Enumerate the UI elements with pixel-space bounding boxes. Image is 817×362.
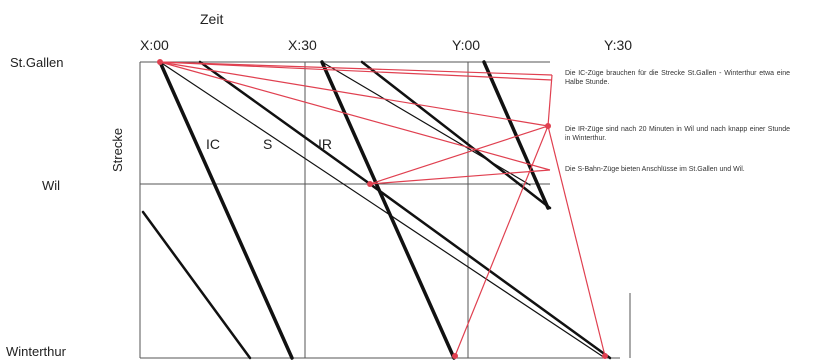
annotation-leaders: [159, 61, 606, 357]
station-label-wil: Wil: [42, 178, 60, 193]
annotation-leader: [159, 61, 551, 171]
ic-train-path: [320, 60, 456, 360]
train-label-s: S: [263, 136, 272, 152]
s-train-path: [360, 60, 552, 210]
annotation-markers: [157, 59, 608, 359]
marker-dot: [452, 353, 458, 359]
time-tick-label: Y:00: [452, 37, 480, 53]
ir-train-path: [159, 61, 606, 359]
annotation-leader: [547, 74, 553, 127]
station-label-st-gallen: St.Gallen: [10, 55, 63, 70]
ir-train-path: [321, 61, 531, 186]
note-ir: Die IR-Züge sind nach 20 Minuten in Wil …: [565, 126, 790, 142]
s-train-path: [198, 60, 372, 186]
time-tick-label: X:00: [140, 37, 169, 53]
y-axis-title: Strecke: [110, 128, 125, 172]
annotation-leader: [159, 61, 549, 127]
time-tick-label: Y:30: [604, 37, 632, 53]
annotation-leader: [369, 125, 549, 185]
train-label-ir: IR: [318, 136, 332, 152]
annotation-leader: [159, 61, 553, 76]
marker-dot: [602, 353, 608, 359]
ic-train-path: [158, 60, 294, 360]
annotation-leader: [369, 169, 551, 185]
marker-dot: [157, 59, 163, 65]
x-axis-title: Zeit: [200, 11, 223, 27]
station-label-winterthur: Winterthur: [6, 344, 67, 359]
note-ic: Die IC-Züge brauchen für die Strecke St.…: [565, 70, 790, 86]
annotation-leader: [454, 125, 549, 357]
marker-dot: [545, 123, 551, 129]
annotation-leader: [547, 125, 606, 357]
grid: [139, 61, 631, 359]
ic-train-path: [482, 60, 550, 210]
annotation-leader: [159, 61, 553, 81]
train-paths: [141, 60, 612, 360]
time-tick-label: X:30: [288, 37, 317, 53]
s-train-path: [141, 210, 252, 360]
note-s: Die S-Bahn-Züge bieten Anschlüsse im St.…: [565, 166, 745, 173]
train-label-ic: IC: [206, 136, 220, 152]
marker-dot: [367, 181, 373, 187]
